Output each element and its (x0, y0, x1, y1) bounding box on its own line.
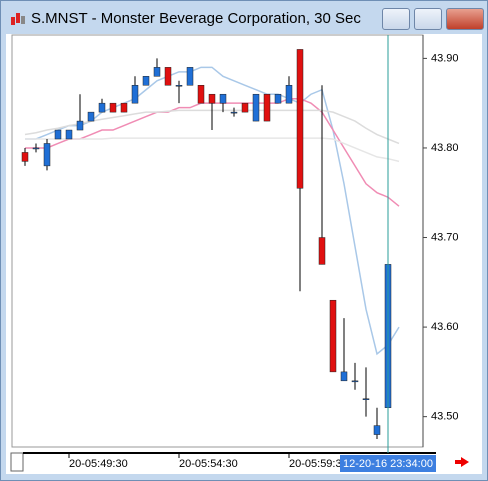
candle-body (318, 237, 326, 265)
x-tick-label: 20-05:49:30 (69, 458, 128, 470)
cursor-label: 12-20-16 23:34:00 (343, 458, 433, 470)
minimize-button[interactable] (382, 8, 410, 30)
candle-body (340, 371, 348, 382)
candle-body (252, 93, 260, 122)
candle-body (230, 111, 238, 114)
plot-area (11, 34, 424, 448)
candle-body (329, 299, 337, 373)
candle-body (197, 85, 205, 104)
y-tick-label: 43.60 (431, 321, 459, 333)
candle-body (285, 85, 293, 104)
app-icon (11, 13, 25, 25)
candle-body (21, 152, 29, 162)
candle-body (76, 120, 84, 131)
y-tick-label: 43.80 (431, 142, 459, 154)
candle-body (373, 425, 381, 435)
candle-body (109, 102, 117, 113)
x-tick-label: 20-05:54:30 (179, 458, 238, 470)
scroll-arrow[interactable] (455, 457, 469, 467)
candle-body (43, 143, 51, 167)
candle-body (142, 76, 150, 86)
chart: 43.50 43.60 43.70 43.80 43.90 20-05:49:30 20-0… (6, 34, 482, 474)
candle-body (65, 129, 73, 140)
candle-body (186, 67, 194, 86)
corner-box (10, 452, 24, 472)
candle-body (98, 102, 106, 113)
candle-body (153, 67, 161, 77)
candle-body (120, 102, 128, 113)
candle-body (219, 93, 227, 104)
y-tick-label: 43.70 (431, 231, 459, 243)
y-tick-label: 43.90 (431, 52, 459, 64)
y-tick-label: 43.50 (431, 411, 459, 423)
candle-body (87, 111, 95, 122)
x-tick-label: 20-05:59:30 (289, 458, 348, 470)
candle-body (263, 93, 271, 122)
candle-body (351, 380, 359, 383)
title-bar: S.MNST - Monster Beverage Corporation, 3… (1, 1, 487, 33)
moving-average (25, 137, 400, 163)
candle-body (175, 85, 183, 87)
close-button[interactable] (446, 8, 484, 30)
candle-body (274, 93, 282, 104)
candle-body (54, 129, 62, 140)
candle-body (164, 67, 172, 86)
candle-body (131, 85, 139, 104)
candle-body (32, 147, 40, 150)
maximize-button[interactable] (414, 8, 442, 30)
candle-body (241, 102, 249, 113)
candle-body (362, 398, 370, 400)
cursor-label-bg (340, 455, 436, 472)
candle-body (296, 49, 304, 189)
window-title: S.MNST - Monster Beverage Corporation, 3… (31, 10, 361, 27)
candle-body (208, 93, 216, 104)
